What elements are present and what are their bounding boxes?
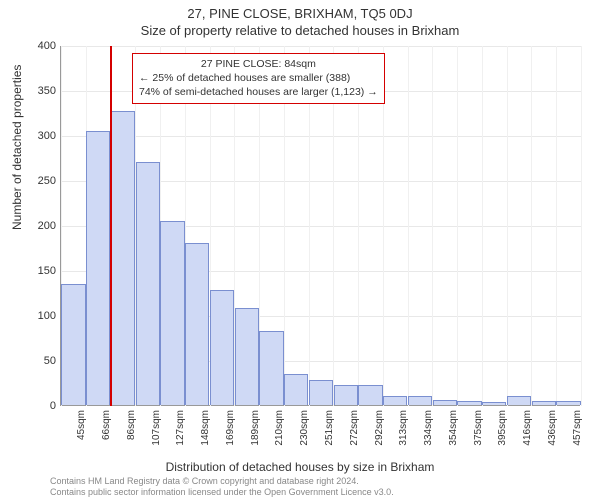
x-tick-label: 189sqm [250, 410, 261, 446]
x-tick-label: 395sqm [497, 410, 508, 446]
y-tick-label: 200 [38, 220, 56, 232]
histogram-bar [532, 401, 556, 405]
chart-legend: 27 PINE CLOSE: 84sqm← 25% of detached ho… [132, 53, 385, 104]
x-tick-label: 416sqm [522, 410, 533, 446]
x-tick-label: 292sqm [374, 410, 385, 446]
x-tick-label: 45sqm [76, 410, 87, 440]
x-tick-label: 148sqm [200, 410, 211, 446]
histogram-bar [284, 374, 308, 406]
histogram-bar [185, 243, 209, 405]
histogram-bar [358, 385, 382, 405]
y-tick-label: 0 [50, 400, 56, 412]
x-tick-label: 230sqm [299, 410, 310, 446]
x-tick-label: 436sqm [547, 410, 558, 446]
x-tick-label: 272sqm [349, 410, 360, 446]
y-tick-label: 100 [38, 310, 56, 322]
histogram-bar [334, 385, 358, 405]
chart-container: 05010015020025030035040045sqm66sqm86sqm1… [60, 46, 580, 426]
histogram-bar [408, 396, 432, 405]
histogram-bar [235, 308, 259, 405]
x-tick-label: 457sqm [572, 410, 583, 446]
histogram-bar [383, 396, 407, 405]
histogram-bar [482, 402, 506, 405]
x-tick-label: 169sqm [225, 410, 236, 446]
histogram-bar [433, 400, 457, 405]
chart-title: Size of property relative to detached ho… [0, 21, 600, 38]
y-tick-label: 400 [38, 40, 56, 52]
histogram-bar [136, 162, 160, 405]
histogram-bar [86, 131, 110, 406]
y-tick-label: 300 [38, 130, 56, 142]
y-tick-label: 50 [44, 355, 56, 367]
footer-line-1: Contains HM Land Registry data © Crown c… [50, 476, 394, 487]
x-axis-label: Distribution of detached houses by size … [0, 460, 600, 474]
address-title: 27, PINE CLOSE, BRIXHAM, TQ5 0DJ [0, 0, 600, 21]
gridline-v [408, 46, 409, 406]
histogram-bar [160, 221, 184, 406]
x-tick-label: 210sqm [274, 410, 285, 446]
x-tick-label: 66sqm [101, 410, 112, 440]
histogram-bar [259, 331, 283, 405]
x-tick-label: 251sqm [324, 410, 335, 446]
x-tick-label: 127sqm [175, 410, 186, 446]
gridline-h [61, 46, 581, 47]
gridline-v [531, 46, 532, 406]
x-tick-label: 334sqm [423, 410, 434, 446]
x-tick-label: 107sqm [151, 410, 162, 446]
histogram-bar [309, 380, 333, 405]
y-tick-label: 250 [38, 175, 56, 187]
legend-line: 74% of semi-detached houses are larger (… [139, 85, 378, 99]
y-tick-label: 350 [38, 85, 56, 97]
histogram-bar [556, 401, 580, 406]
footer-attribution: Contains HM Land Registry data © Crown c… [50, 476, 394, 498]
histogram-bar [210, 290, 234, 405]
x-tick-label: 375sqm [473, 410, 484, 446]
gridline-h [61, 136, 581, 137]
property-marker-line [110, 46, 112, 406]
gridline-v [556, 46, 557, 406]
y-tick-label: 150 [38, 265, 56, 277]
y-axis-label: Number of detached properties [10, 65, 24, 230]
histogram-bar [111, 111, 135, 405]
gridline-v [457, 46, 458, 406]
gridline-v [507, 46, 508, 406]
histogram-bar [507, 396, 531, 405]
x-tick-label: 354sqm [448, 410, 459, 446]
gridline-v [432, 46, 433, 406]
x-tick-label: 313sqm [398, 410, 409, 446]
legend-line: ← 25% of detached houses are smaller (38… [139, 71, 378, 85]
histogram-bar [61, 284, 85, 406]
legend-line: 27 PINE CLOSE: 84sqm [139, 57, 378, 71]
x-tick-label: 86sqm [126, 410, 137, 440]
footer-line-2: Contains public sector information licen… [50, 487, 394, 498]
gridline-v [581, 46, 582, 406]
plot-area: 05010015020025030035040045sqm66sqm86sqm1… [60, 46, 580, 406]
gridline-v [482, 46, 483, 406]
histogram-bar [457, 401, 481, 405]
